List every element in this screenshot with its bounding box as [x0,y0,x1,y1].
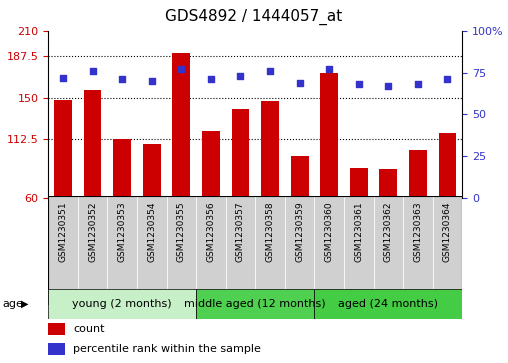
Point [177,66,185,72]
Bar [143,144,161,198]
Point [59,75,67,81]
Bar [137,196,167,305]
Bar [314,289,462,319]
Point [207,76,215,82]
Text: percentile rank within the sample: percentile rank within the sample [73,344,261,354]
Text: GSM1230354: GSM1230354 [147,201,156,262]
Text: aged (24 months): aged (24 months) [338,299,438,309]
Text: count: count [73,324,105,334]
Point [355,81,363,87]
Bar [403,196,433,305]
Bar [113,139,131,198]
Bar [433,196,462,305]
Text: GSM1230355: GSM1230355 [177,201,186,262]
Point [118,76,126,82]
Bar [48,196,78,305]
Text: GSM1230352: GSM1230352 [88,201,97,262]
Point [443,76,452,82]
Point [148,78,156,84]
Bar [409,150,427,198]
Bar [379,169,397,198]
Bar [84,90,102,198]
Text: GSM1230351: GSM1230351 [58,201,68,262]
Point [325,66,333,72]
Point [88,68,97,74]
Bar [78,196,107,305]
Text: GSM1230363: GSM1230363 [414,201,423,262]
Text: GSM1230361: GSM1230361 [354,201,363,262]
Bar [232,109,249,198]
Bar [202,131,220,198]
Bar [48,343,65,355]
Text: middle aged (12 months): middle aged (12 months) [184,299,326,309]
Bar [285,196,314,305]
Text: age: age [3,299,23,309]
Bar [373,196,403,305]
Text: ▶: ▶ [21,299,29,309]
Text: GSM1230364: GSM1230364 [443,201,452,262]
Text: GSM1230356: GSM1230356 [206,201,215,262]
Text: GSM1230362: GSM1230362 [384,201,393,262]
Point [266,68,274,74]
Bar [321,73,338,198]
Bar [196,289,314,319]
Bar [438,133,456,198]
Bar [167,196,196,305]
Text: GSM1230358: GSM1230358 [266,201,274,262]
Point [296,80,304,86]
Bar [48,323,65,335]
Bar [314,196,344,305]
Point [414,81,422,87]
Text: GSM1230360: GSM1230360 [325,201,334,262]
Text: GDS4892 / 1444057_at: GDS4892 / 1444057_at [166,9,342,25]
Bar [48,289,196,319]
Bar [350,168,368,198]
Bar [48,196,462,305]
Text: GSM1230357: GSM1230357 [236,201,245,262]
Text: GSM1230359: GSM1230359 [295,201,304,262]
Bar [344,196,373,305]
Bar [107,196,137,305]
Bar [291,155,308,198]
Point [384,83,392,89]
Bar [196,196,226,305]
Bar [173,53,190,198]
Text: GSM1230353: GSM1230353 [118,201,126,262]
Point [236,73,244,79]
Bar [54,100,72,198]
Text: young (2 months): young (2 months) [72,299,172,309]
Bar [256,196,285,305]
Bar [261,101,279,198]
Bar [226,196,256,305]
